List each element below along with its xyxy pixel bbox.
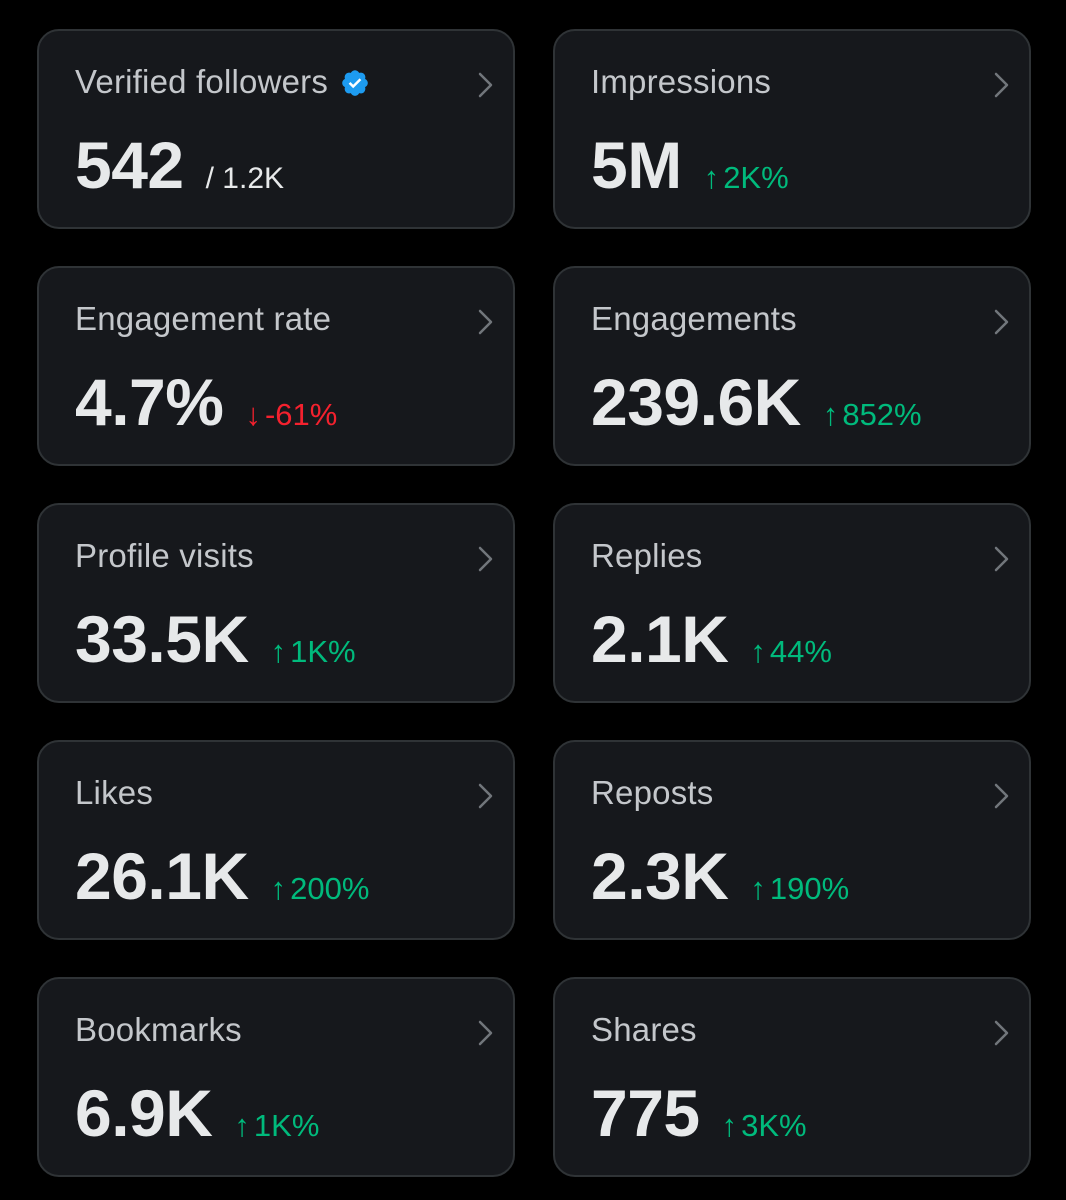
chevron-right-icon <box>478 309 493 335</box>
metric-value-row: 6.9K ↑ 1K% <box>75 1075 319 1151</box>
metric-label: Bookmarks <box>75 1011 242 1048</box>
metric-change-value: 3K% <box>741 1108 807 1143</box>
metric-label: Verified followers <box>75 63 329 100</box>
metric-change: ↑ 200% <box>271 871 370 907</box>
metric-change-value: -61% <box>264 397 338 432</box>
metric-change: ↑ 190% <box>750 871 849 907</box>
metric-change: ↑ 1K% <box>234 1108 319 1144</box>
metric-value: 4.7% <box>75 365 224 439</box>
metric-value-row: 2.1K ↑ 44% <box>591 601 832 677</box>
metric-value-row: 542 / 1.2K <box>75 127 284 203</box>
metric-title: Engagements <box>591 300 797 338</box>
chevron-right-icon <box>478 1020 493 1046</box>
metric-change-value: 852% <box>842 397 922 432</box>
arrow-down-icon: ↓ <box>245 397 261 432</box>
arrow-up-icon: ↑ <box>234 1108 250 1143</box>
chevron-right-icon <box>994 72 1009 98</box>
metric-change-value: 200% <box>290 871 370 906</box>
metric-title: Likes <box>75 774 153 812</box>
metric-value: 6.9K <box>75 1076 213 1150</box>
verified-badge-icon <box>342 70 368 96</box>
chevron-right-icon <box>994 309 1009 335</box>
metric-value: 775 <box>591 1076 700 1150</box>
metric-change: ↑ 1K% <box>271 634 356 670</box>
metric-card-replies[interactable]: Replies 2.1K ↑ 44% <box>553 503 1031 703</box>
metric-label: Reposts <box>591 774 714 811</box>
metric-value-row: 4.7% ↓ -61% <box>75 364 337 440</box>
metric-value-row: 5M ↑ 2K% <box>591 127 789 203</box>
metric-card-impressions[interactable]: Impressions 5M ↑ 2K% <box>553 29 1031 229</box>
metric-card-shares[interactable]: Shares 775 ↑ 3K% <box>553 977 1031 1177</box>
metric-title: Reposts <box>591 774 713 812</box>
metric-change: ↑ 852% <box>823 397 922 433</box>
metric-value-row: 775 ↑ 3K% <box>591 1075 807 1151</box>
metric-change: ↑ 2K% <box>704 160 789 196</box>
arrow-up-icon: ↑ <box>721 1108 738 1143</box>
metric-value: 33.5K <box>75 602 249 676</box>
metric-label: Impressions <box>591 63 772 100</box>
metric-card-bookmarks[interactable]: Bookmarks 6.9K ↑ 1K% <box>37 977 515 1177</box>
metric-label: Likes <box>75 774 154 811</box>
metric-value: 2.1K <box>591 602 729 676</box>
metric-title: Shares <box>591 1011 697 1049</box>
metric-change: ↑ 44% <box>750 634 832 670</box>
metric-card-engagements[interactable]: Engagements 239.6K ↑ 852% <box>553 266 1031 466</box>
metric-value-row: 26.1K ↑ 200% <box>75 838 369 914</box>
chevron-right-icon <box>994 1020 1009 1046</box>
metric-change-value: 1K% <box>290 634 356 669</box>
metric-card-verified-followers[interactable]: Verified followers 542 / 1.2K <box>37 29 515 229</box>
metric-label: Replies <box>591 537 703 574</box>
metric-title: Replies <box>591 537 702 575</box>
metric-card-reposts[interactable]: Reposts 2.3K ↑ 190% <box>553 740 1031 940</box>
metric-total: / 1.2K <box>205 162 285 195</box>
metric-value-row: 2.3K ↑ 190% <box>591 838 849 914</box>
metric-title: Impressions <box>591 63 771 101</box>
metric-card-likes[interactable]: Likes 26.1K ↑ 200% <box>37 740 515 940</box>
arrow-up-icon: ↑ <box>750 634 766 669</box>
metric-title: Profile visits <box>75 537 254 575</box>
metric-change-value: 44% <box>769 634 832 669</box>
metric-change-value: 2K% <box>723 160 789 195</box>
chevron-right-icon <box>478 783 493 809</box>
chevron-right-icon <box>478 72 493 98</box>
metric-value: 5M <box>591 128 682 202</box>
metric-value-row: 33.5K ↑ 1K% <box>75 601 356 677</box>
metrics-grid: Verified followers 542 / 1.2K Impression… <box>37 29 1031 1177</box>
metric-value: 542 <box>75 128 184 202</box>
metric-card-profile-visits[interactable]: Profile visits 33.5K ↑ 1K% <box>37 503 515 703</box>
metric-change-value: 1K% <box>253 1108 320 1143</box>
metric-label: Engagement rate <box>75 300 332 337</box>
metric-value: 2.3K <box>591 839 729 913</box>
metric-title: Bookmarks <box>75 1011 242 1049</box>
metric-label: Profile visits <box>75 537 254 574</box>
metric-label: Engagements <box>591 300 797 337</box>
metric-title: Engagement rate <box>75 300 331 338</box>
metric-label: Shares <box>591 1011 697 1048</box>
metric-title: Verified followers <box>75 63 370 101</box>
metric-change: ↑ 3K% <box>722 1108 807 1144</box>
metric-change-value: 190% <box>769 871 850 906</box>
chevron-right-icon <box>994 546 1009 572</box>
arrow-up-icon: ↑ <box>750 871 766 906</box>
metric-card-engagement-rate[interactable]: Engagement rate 4.7% ↓ -61% <box>37 266 515 466</box>
chevron-right-icon <box>478 546 493 572</box>
arrow-up-icon: ↑ <box>703 160 720 195</box>
arrow-up-icon: ↑ <box>822 397 839 432</box>
arrow-up-icon: ↑ <box>270 871 287 906</box>
metric-value: 239.6K <box>591 365 801 439</box>
metric-value-row: 239.6K ↑ 852% <box>591 364 922 440</box>
metric-value: 26.1K <box>75 839 249 913</box>
chevron-right-icon <box>994 783 1009 809</box>
metric-change: ↓ -61% <box>245 397 337 433</box>
arrow-up-icon: ↑ <box>270 634 287 669</box>
